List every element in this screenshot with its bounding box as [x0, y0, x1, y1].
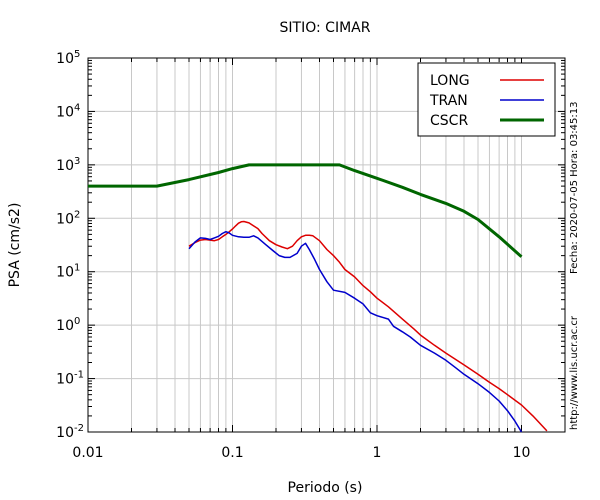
y-tick-label: 10 [56, 51, 74, 67]
plot-frame [87, 57, 566, 433]
plot-lines [88, 163, 548, 433]
series-line-cscr [88, 163, 523, 258]
date-time-stamp: Fecha: 2020-07-05 Hora: 03:45:13 [569, 101, 580, 275]
series-line-tran [188, 230, 523, 433]
legend-label-long: LONG [430, 73, 470, 89]
y-tick-label: 10 [56, 318, 74, 334]
x-tick-label: 10 [513, 445, 531, 461]
y-tick-exponent: 3 [74, 156, 80, 167]
chart-title: SITIO: CIMAR [280, 20, 371, 36]
y-tick-label: 10 [56, 211, 74, 227]
y-tick-label: 10 [56, 425, 74, 441]
y-tick-label: 10 [56, 372, 74, 388]
y-tick-exponent: -1 [74, 370, 84, 381]
y-tick-label: 10 [56, 265, 74, 281]
y-tick-exponent: -2 [74, 423, 84, 434]
y-tick-exponent: 1 [74, 263, 80, 274]
x-tick-label: 1 [373, 445, 382, 461]
y-tick-exponent: 4 [74, 102, 80, 113]
y-tick-label: 10 [56, 104, 74, 120]
legend-label-cscr: CSCR [430, 113, 468, 129]
x-tick-label: 0.01 [72, 445, 103, 461]
x-axis-label: Periodo (s) [288, 480, 363, 496]
source-url: http://www.lis.ucr.ac.cr [569, 316, 580, 430]
grid-lines [87, 57, 566, 433]
y-tick-exponent: 0 [74, 316, 80, 327]
legend: LONG TRAN CSCR [417, 62, 556, 137]
y-tick-exponent: 2 [74, 209, 80, 220]
legend-label-tran: TRAN [429, 93, 468, 109]
x-tick-label: 0.1 [221, 445, 243, 461]
y-tick-exponent: 5 [74, 49, 80, 60]
series-line-long [188, 220, 548, 432]
y-axis-label: PSA (cm/s2) [7, 203, 23, 288]
y-tick-label: 10 [56, 158, 74, 174]
